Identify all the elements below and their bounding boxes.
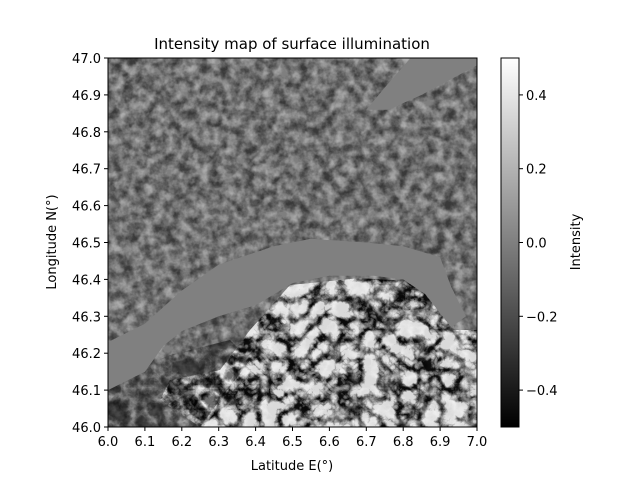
x-tick-label: 6.4 (245, 435, 266, 450)
y-axis: 46.0 46.1 46.2 46.3 46.4 46.5 46.6 46.7 46.8 46.9… (72, 52, 108, 436)
x-tick-label: 6.7 (356, 435, 377, 450)
y-tick-label: 46.8 (72, 126, 101, 141)
x-tick-label: 6.6 (319, 435, 340, 450)
colorbar: −0.4 −0.2 0.0 0.2 0.4 Intensity (500, 57, 584, 428)
y-tick-label: 46.5 (72, 237, 101, 252)
y-tick-label: 46.4 (72, 273, 101, 288)
y-tick-label: 46.7 (72, 163, 101, 178)
x-tick-label: 6.0 (98, 435, 119, 450)
chart-title: Intensity map of surface illumination (154, 35, 430, 53)
heatmap-plot (108, 58, 477, 427)
colorbar-label: Intensity (569, 213, 584, 270)
x-tick-label: 6.2 (171, 435, 192, 450)
y-tick-label: 46.6 (72, 200, 101, 215)
x-tick-label: 6.5 (282, 435, 303, 450)
y-tick-label: 47.0 (72, 52, 101, 67)
colorbar-tick-label: 0.0 (526, 237, 547, 252)
colorbar-tick-label: 0.2 (526, 163, 547, 178)
colorbar-ticks: −0.4 −0.2 0.0 0.2 0.4 (519, 89, 558, 399)
y-axis-label: Longitude N(°) (45, 194, 60, 289)
colorbar-tick-label: −0.4 (526, 384, 558, 399)
y-tick-label: 46.9 (72, 89, 101, 104)
lake-neuchatel (366, 58, 477, 110)
colorbar-tick-label: −0.2 (526, 310, 558, 325)
x-tick-label: 6.3 (208, 435, 229, 450)
y-tick-label: 46.3 (72, 310, 101, 325)
x-axis-label: Latitude E(°) (251, 459, 334, 474)
x-axis: 6.0 6.1 6.2 6.3 6.4 6.5 6.6 6.7 6.8 6.9 7.0 (98, 427, 488, 450)
y-tick-label: 46.0 (72, 421, 101, 436)
colorbar-gradient (500, 57, 520, 428)
y-tick-label: 46.1 (72, 384, 101, 399)
y-tick-label: 46.2 (72, 347, 101, 362)
x-tick-label: 6.9 (430, 435, 451, 450)
x-tick-label: 6.1 (135, 435, 156, 450)
x-tick-label: 6.8 (393, 435, 414, 450)
colorbar-tick-label: 0.4 (526, 89, 547, 104)
x-tick-label: 7.0 (467, 435, 488, 450)
lake-geneva (108, 238, 466, 391)
